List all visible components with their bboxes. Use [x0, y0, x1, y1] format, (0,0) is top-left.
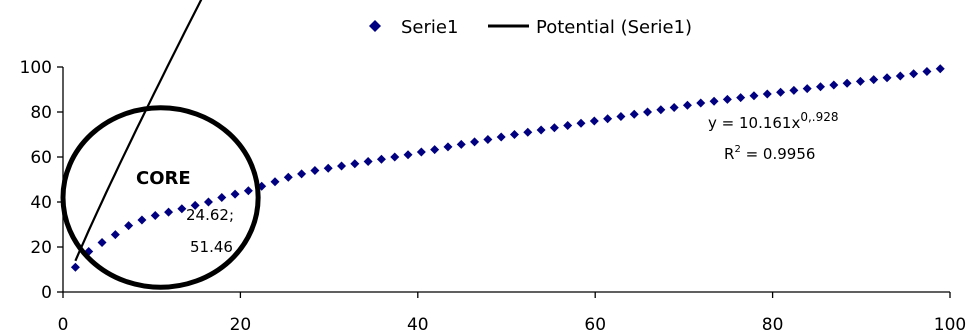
point-label-line1: 24.62;: [186, 206, 234, 224]
data-point: [297, 169, 307, 179]
data-point: [589, 116, 599, 126]
data-point: [110, 230, 120, 240]
data-point: [217, 193, 227, 202]
data-point: [616, 112, 626, 121]
r2-text: R2 = 0.9956: [724, 144, 815, 163]
data-point: [656, 105, 666, 115]
data-point: [802, 84, 812, 94]
data-point: [430, 145, 440, 155]
equation-annotation: y = 10.161x0,.928 R2 = 0.9956: [708, 110, 839, 163]
r2-exponent: 2: [734, 144, 740, 155]
data-point: [722, 94, 732, 104]
data-point: [164, 207, 174, 217]
data-point: [203, 197, 213, 207]
data-point: [350, 159, 360, 169]
data-point: [97, 238, 107, 247]
y-tick-label: 60: [30, 148, 52, 168]
data-point: [483, 134, 493, 144]
data-point: [789, 85, 799, 95]
y-tick-label: 100: [20, 58, 52, 78]
data-point: [177, 204, 187, 214]
data-point: [416, 147, 426, 157]
data-point: [363, 157, 373, 166]
data-point: [376, 154, 386, 164]
core-circle: [60, 105, 261, 290]
data-point: [243, 186, 253, 196]
data-point: [150, 211, 160, 220]
data-point: [137, 215, 147, 225]
data-point: [762, 89, 772, 99]
data-point: [815, 82, 825, 92]
data-point: [842, 78, 852, 88]
data-point: [669, 103, 679, 112]
equation-text: y = 10.161x0,.928: [708, 110, 839, 132]
data-point: [496, 132, 506, 142]
legend-series-label: Serie1: [401, 17, 458, 38]
x-tick-label: 0: [58, 315, 69, 334]
data-point: [536, 125, 546, 135]
data-point: [456, 139, 466, 149]
data-point: [629, 109, 639, 119]
data-point: [283, 172, 293, 182]
data-point: [696, 98, 706, 108]
x-axis-ticks: 0 20 40 60 80 100: [58, 292, 966, 334]
data-point: [736, 93, 746, 103]
y-tick-label: 40: [30, 193, 52, 213]
data-point: [323, 163, 333, 173]
data-point: [882, 73, 892, 83]
data-point: [909, 69, 919, 79]
legend-trend-label: Potential (Serie1): [536, 17, 692, 38]
equation-prefix: y = 10.161x: [708, 114, 800, 132]
data-point: [337, 161, 347, 171]
data-point: [230, 189, 240, 199]
data-point: [310, 166, 320, 175]
data-point: [576, 118, 586, 128]
y-tick-label: 80: [30, 103, 52, 123]
data-point: [470, 137, 480, 147]
data-point: [509, 130, 519, 139]
data-point: [895, 71, 905, 81]
r2-prefix: R: [724, 145, 734, 163]
x-tick-label: 40: [407, 315, 429, 334]
data-point: [603, 114, 613, 124]
data-point: [190, 200, 200, 210]
data-point: [749, 91, 759, 101]
legend-diamond-icon: [369, 20, 381, 32]
legend: Serie1 Potential (Serie1): [369, 17, 692, 38]
data-point: [403, 150, 413, 160]
data-point: [124, 221, 134, 231]
data-point: [935, 64, 945, 74]
x-tick-label: 60: [584, 315, 606, 334]
data-point: [855, 76, 865, 86]
data-point: [643, 107, 653, 117]
data-point: [563, 121, 573, 130]
data-point: [549, 123, 559, 133]
data-point: [390, 152, 400, 162]
data-point: [829, 80, 839, 90]
equation-exponent: 0,.928: [800, 110, 838, 124]
r2-value: = 0.9956: [741, 145, 816, 163]
core-label: CORE: [136, 168, 191, 189]
data-point: [443, 142, 453, 152]
x-tick-label: 80: [762, 315, 784, 334]
point-label-line2: 51.46: [190, 238, 233, 256]
data-point: [709, 96, 719, 106]
y-tick-label: 20: [30, 238, 52, 258]
y-axis-ticks: 0 20 40 60 80 100: [20, 58, 63, 303]
data-point: [869, 75, 879, 85]
data-point: [922, 67, 932, 76]
data-point: [776, 87, 786, 97]
data-point: [523, 127, 533, 137]
x-tick-label: 100: [934, 315, 966, 334]
data-point: [682, 100, 692, 110]
x-tick-label: 20: [230, 315, 252, 334]
y-tick-label: 0: [41, 283, 52, 303]
data-point: [70, 262, 80, 272]
axes: [62, 67, 950, 293]
data-point: [270, 177, 280, 187]
